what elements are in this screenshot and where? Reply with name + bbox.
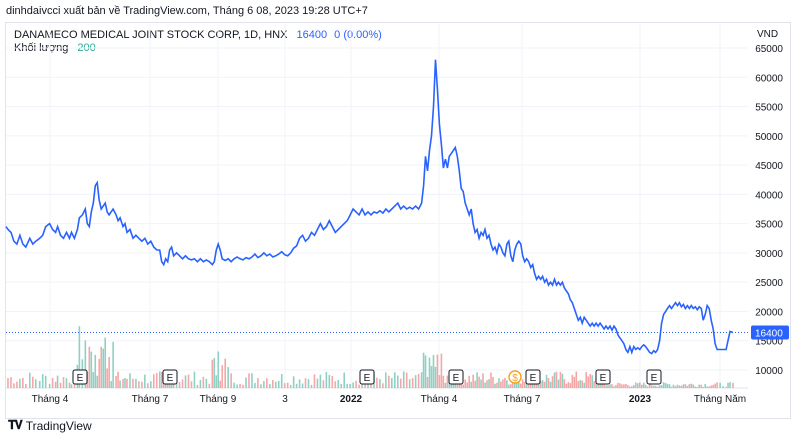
symbol-legend[interactable]: DANAMECO MEDICAL JOINT STOCK CORP, 1D, H… — [14, 29, 382, 41]
tradingview-logo-icon: 𝐓𝐕 — [8, 418, 23, 432]
volume-label: Khối lượng — [14, 42, 69, 54]
tradingview-footer[interactable]: 𝐓𝐕 TradingView — [8, 418, 92, 433]
price-change: 0 (0.00%) — [334, 29, 382, 41]
volume-value: 200 — [77, 42, 96, 54]
last-price: 16400 — [296, 29, 328, 41]
currency-label: VND — [757, 29, 779, 40]
publisher-caption: dinhdaivcci xuất bản về TradingView.com,… — [6, 5, 368, 17]
tradingview-brand: TradingView — [25, 418, 92, 433]
chart-frame — [5, 22, 791, 419]
volume-legend[interactable]: Khối lượng 200 — [14, 42, 96, 54]
symbol-title: DANAMECO MEDICAL JOINT STOCK CORP, 1D, H… — [14, 29, 288, 41]
